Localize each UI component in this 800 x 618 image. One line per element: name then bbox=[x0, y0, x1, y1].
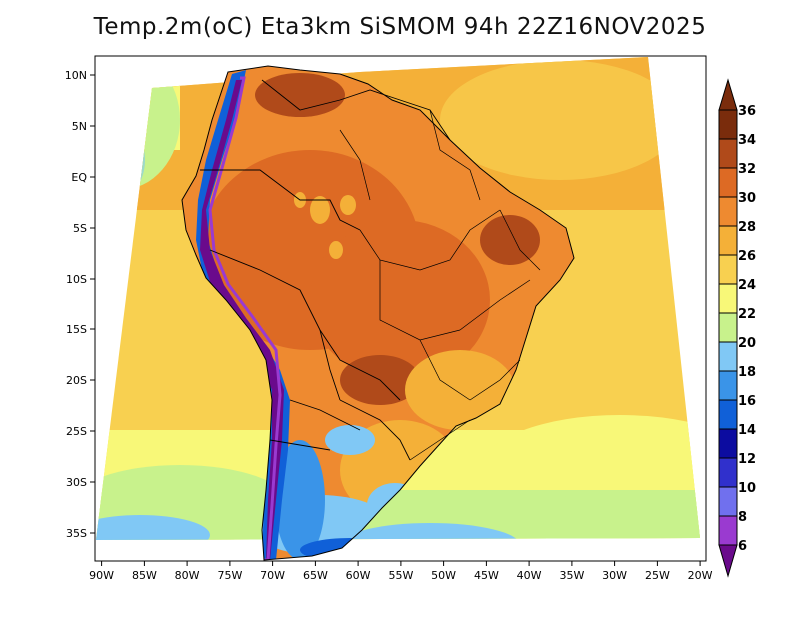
colorbar-label-14: 14 bbox=[738, 423, 756, 438]
lat-label-30s: 30S bbox=[66, 476, 87, 489]
lon-ticks bbox=[101, 561, 701, 566]
lon-label-90w: 90W bbox=[89, 569, 114, 582]
lat-label-35s: 35S bbox=[66, 527, 87, 540]
lon-label-60w: 60W bbox=[346, 569, 371, 582]
lon-label-20w: 20W bbox=[688, 569, 713, 582]
colorbar-label-22: 22 bbox=[738, 307, 756, 322]
colorbar-label-28: 28 bbox=[738, 220, 756, 235]
state-borders bbox=[339, 109, 541, 461]
colorbar-swatch-14-16 bbox=[718, 399, 738, 430]
lat-label-eq: EQ bbox=[71, 171, 87, 184]
colorbar-swatch-26-28 bbox=[718, 225, 738, 256]
lon-label-65w: 65W bbox=[303, 569, 328, 582]
colorbar-swatch-22-24 bbox=[718, 283, 738, 314]
colorbar-swatch-8-10 bbox=[718, 486, 738, 517]
lon-label-25w: 25W bbox=[645, 569, 670, 582]
colorbar-label-36: 36 bbox=[738, 104, 756, 119]
lon-labels: 90W 85W 80W 75W 70W 65W 60W 55W 50W 45W … bbox=[89, 569, 712, 582]
lat-label-25s: 25S bbox=[66, 425, 87, 438]
colorbar-label-24: 24 bbox=[738, 278, 756, 293]
lat-label-10s: 10S bbox=[66, 273, 87, 286]
colorbar-swatch-6-8 bbox=[718, 515, 738, 546]
lat-label-5s: 5S bbox=[73, 222, 87, 235]
colorbar-label-6: 6 bbox=[738, 539, 747, 554]
colorbar-arrow-bottom bbox=[718, 544, 738, 578]
lon-label-45w: 45W bbox=[474, 569, 499, 582]
lat-label-20s: 20S bbox=[66, 374, 87, 387]
colorbar-label-26: 26 bbox=[738, 249, 756, 264]
colorbar-swatch-18-20 bbox=[718, 341, 738, 372]
lat-labels: 10N 5N EQ 5S 10S 15S 20S 25S 30S 35S bbox=[65, 69, 88, 540]
lat-label-15s: 15S bbox=[66, 323, 87, 336]
lon-label-55w: 55W bbox=[388, 569, 413, 582]
lon-label-50w: 50W bbox=[431, 569, 456, 582]
lat-label-5n: 5N bbox=[72, 120, 87, 133]
colorbar-swatch-32-34 bbox=[718, 138, 738, 169]
colorbar-swatch-16-18 bbox=[718, 370, 738, 401]
colorbar-label-34: 34 bbox=[738, 133, 756, 148]
colorbar-swatch-28-30 bbox=[718, 196, 738, 227]
colorbar-label-8: 8 bbox=[738, 510, 747, 525]
colorbar-label-32: 32 bbox=[738, 162, 756, 177]
colorbar-swatch-34-36 bbox=[718, 109, 738, 140]
colorbar-swatch-10-12 bbox=[718, 457, 738, 488]
lon-label-40w: 40W bbox=[517, 569, 542, 582]
colorbar-swatch-30-32 bbox=[718, 167, 738, 198]
colorbar-label-30: 30 bbox=[738, 191, 756, 206]
page-title: Temp.2m(oC) Eta3km SiSMOM 94h 22Z16NOV20… bbox=[93, 14, 707, 40]
lon-label-70w: 70W bbox=[260, 569, 285, 582]
colorbar-arrow-top bbox=[718, 78, 738, 111]
lon-label-80w: 80W bbox=[175, 569, 200, 582]
colorbar-label-18: 18 bbox=[738, 365, 756, 380]
lat-ticks bbox=[90, 74, 95, 534]
lon-label-75w: 75W bbox=[217, 569, 242, 582]
colorbar-swatch-24-26 bbox=[718, 254, 738, 285]
lon-label-30w: 30W bbox=[602, 569, 627, 582]
colorbar bbox=[718, 78, 738, 578]
colorbar-label-16: 16 bbox=[738, 394, 756, 409]
colorbar-labels: 6 8 10 12 14 16 18 20 22 24 26 28 30 32 … bbox=[738, 104, 756, 554]
lon-label-35w: 35W bbox=[559, 569, 584, 582]
colorbar-label-10: 10 bbox=[738, 481, 756, 496]
colorbar-swatch-12-14 bbox=[718, 428, 738, 459]
colorbar-label-20: 20 bbox=[738, 336, 756, 351]
colorbar-swatch-20-22 bbox=[718, 312, 738, 343]
lon-label-85w: 85W bbox=[132, 569, 157, 582]
colorbar-label-12: 12 bbox=[738, 452, 756, 467]
lat-label-10n: 10N bbox=[65, 69, 87, 82]
